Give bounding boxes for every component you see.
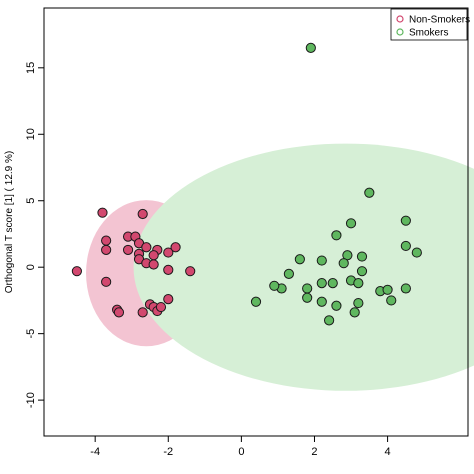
point-smokers: [302, 283, 313, 294]
plot-frame: [43, 7, 469, 437]
point-non-smokers: [101, 235, 112, 246]
point-smokers: [250, 296, 262, 307]
y-tick-label: -10: [25, 392, 37, 408]
point-non-smokers: [185, 266, 196, 277]
point-smokers: [356, 251, 368, 262]
point-smokers: [331, 300, 342, 311]
point-non-smokers: [71, 266, 82, 277]
point-smokers: [331, 230, 342, 241]
x-tick-label: 4: [385, 446, 391, 458]
point-smokers: [345, 218, 357, 229]
point-smokers: [382, 284, 393, 295]
point-smokers: [386, 295, 397, 306]
y-tick-label: 0: [25, 264, 37, 270]
point-smokers: [324, 315, 335, 326]
legend: Non-Smokers Smokers: [390, 8, 470, 41]
legend-marker-smokers: [396, 28, 404, 36]
y-tick-label: -5: [25, 329, 37, 339]
point-non-smokers: [113, 307, 125, 318]
point-smokers: [364, 187, 375, 198]
point-non-smokers: [97, 207, 108, 218]
y-axis: -10 -5 0 5 10 15: [25, 62, 44, 408]
point-smokers: [356, 266, 368, 277]
point-smokers: [269, 280, 280, 291]
y-axis-title: Orthogonal T score [1] ( 12.9 %): [4, 151, 15, 293]
data-points: [71, 42, 422, 326]
point-smokers: [411, 247, 422, 258]
point-smokers: [353, 297, 364, 309]
point-non-smokers: [137, 307, 148, 318]
point-non-smokers: [148, 250, 159, 261]
point-non-smokers: [170, 242, 181, 253]
point-non-smokers: [163, 247, 174, 258]
x-tick-label: -4: [90, 446, 100, 458]
point-smokers: [349, 307, 360, 318]
legend-box: [390, 8, 468, 41]
legend-label-smokers: Smokers: [409, 28, 448, 39]
point-smokers: [353, 278, 364, 289]
point-smokers: [283, 268, 294, 279]
x-tick-label: -2: [163, 446, 173, 458]
point-non-smokers: [163, 264, 174, 275]
point-smokers: [302, 292, 313, 303]
point-smokers: [316, 278, 327, 289]
y-tick-label: 10: [25, 128, 37, 140]
legend-label-non-smokers: Non-Smokers: [409, 15, 470, 26]
x-axis: -4 -2 0 2 4: [90, 436, 391, 458]
point-non-smokers: [137, 208, 148, 220]
ellipse-smokers: [133, 143, 474, 391]
point-smokers: [400, 215, 411, 226]
point-non-smokers: [141, 242, 152, 253]
point-smokers: [327, 278, 338, 289]
point-smokers: [316, 255, 327, 266]
point-non-smokers: [101, 244, 112, 256]
point-non-smokers: [101, 276, 112, 287]
point-smokers: [305, 42, 316, 53]
point-smokers: [400, 240, 411, 252]
y-tick-label: 5: [25, 198, 37, 204]
point-non-smokers: [163, 293, 174, 305]
x-tick-label: 0: [238, 446, 244, 458]
point-non-smokers: [155, 301, 167, 313]
point-non-smokers: [148, 259, 159, 270]
legend-marker-non-smokers: [396, 15, 404, 23]
y-tick-label: 15: [25, 62, 37, 74]
x-tick-label: 2: [311, 446, 317, 458]
point-smokers: [400, 283, 411, 294]
point-non-smokers: [122, 244, 134, 256]
point-smokers: [294, 254, 305, 265]
point-smokers: [316, 296, 327, 307]
point-smokers: [338, 258, 349, 269]
